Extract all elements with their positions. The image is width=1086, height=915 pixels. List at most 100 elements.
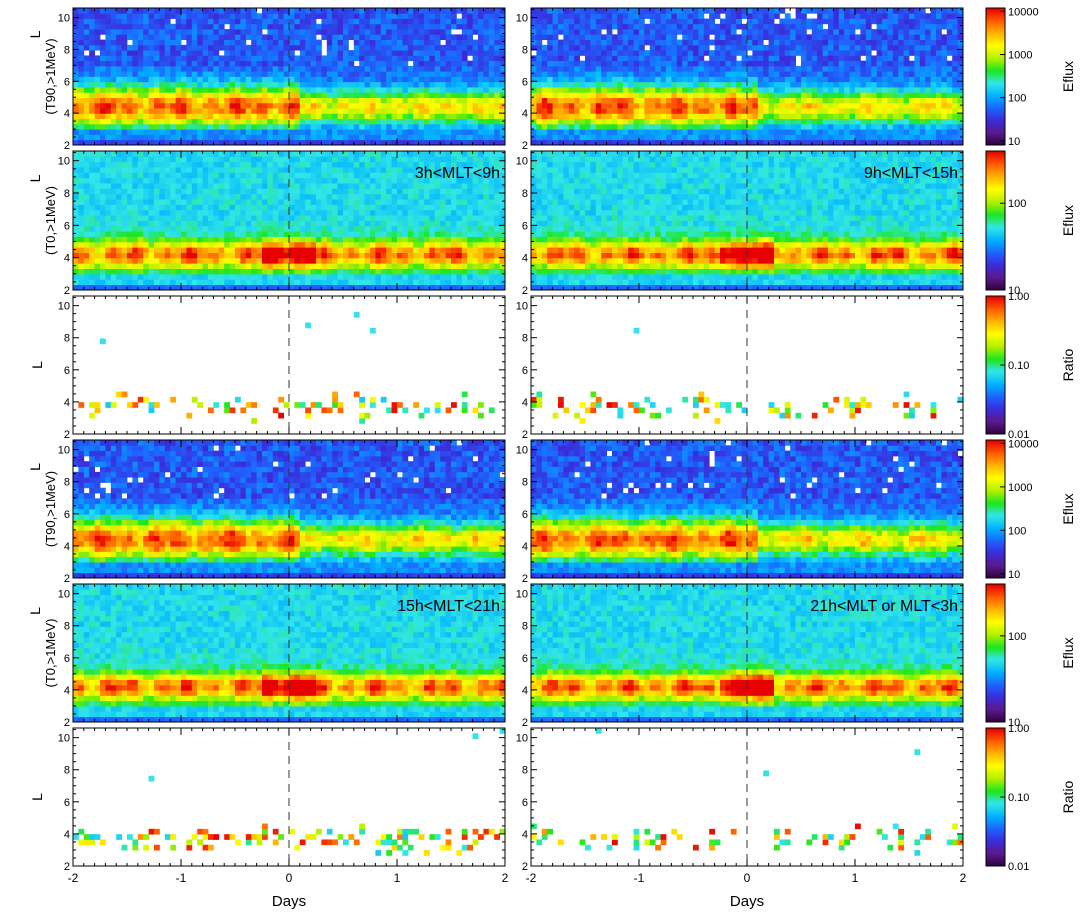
heatmap-cell <box>159 87 166 93</box>
heatmap-cell <box>89 151 95 157</box>
heatmap-cell <box>375 92 382 98</box>
heatmap-cell <box>574 102 580 109</box>
heatmap-cell <box>892 34 899 41</box>
heatmap-cell <box>191 172 198 179</box>
heatmap-cell <box>83 172 90 179</box>
heatmap-cell <box>568 118 575 125</box>
heatmap-cell <box>585 123 591 130</box>
heatmap-cell <box>714 29 721 35</box>
heatmap-cell <box>197 29 203 35</box>
heatmap-cell <box>478 29 484 35</box>
heatmap-cell <box>736 23 742 30</box>
heatmap-cell <box>89 65 95 72</box>
heatmap-cell <box>316 139 322 145</box>
heatmap-cell <box>413 87 419 93</box>
heatmap-cell <box>224 65 230 72</box>
heatmap-cell <box>887 108 894 114</box>
heatmap-cell <box>606 13 613 19</box>
heatmap-cell <box>100 134 106 141</box>
heatmap-cell <box>909 34 915 41</box>
heatmap-cell <box>310 129 317 135</box>
heatmap-cell <box>882 123 888 130</box>
heatmap-cell <box>849 44 856 51</box>
heatmap-cell <box>100 60 106 67</box>
heatmap-cell <box>903 44 910 51</box>
heatmap-cell <box>105 108 112 114</box>
heatmap-cell <box>164 247 171 253</box>
heatmap-cell <box>202 241 209 248</box>
heatmap-cell <box>316 8 322 14</box>
heatmap-cell <box>876 102 883 109</box>
heatmap-cell <box>143 29 149 35</box>
heatmap-cell <box>693 139 699 145</box>
heatmap-cell <box>687 13 694 19</box>
heatmap-cell <box>660 18 667 25</box>
heatmap-cell <box>720 23 726 30</box>
heatmap-cell <box>666 71 672 77</box>
heatmap-cell <box>568 71 575 77</box>
heatmap-cell <box>757 23 764 30</box>
heatmap-cell <box>456 55 463 62</box>
heatmap-cell <box>472 108 479 114</box>
heatmap-cell <box>790 39 796 46</box>
heatmap-cell <box>887 13 894 19</box>
heatmap-cell <box>941 65 948 72</box>
heatmap-cell <box>245 60 252 67</box>
heatmap-cell <box>116 18 122 25</box>
heatmap-cell <box>855 87 861 93</box>
heatmap-cell <box>229 44 236 51</box>
heatmap-cell <box>164 87 171 93</box>
heatmap-cell <box>795 92 802 98</box>
heatmap-cell <box>887 8 894 14</box>
heatmap-cell <box>299 102 306 109</box>
heatmap-cell <box>741 23 748 30</box>
heatmap-cell <box>676 8 683 14</box>
heatmap-cell <box>849 13 856 19</box>
heatmap-cell <box>752 87 759 93</box>
heatmap-cell <box>838 76 845 83</box>
heatmap-cell <box>687 97 694 104</box>
heatmap-cell <box>343 81 349 88</box>
heatmap-cell <box>121 209 128 216</box>
heatmap-cell <box>137 92 144 98</box>
heatmap-cell <box>440 8 446 14</box>
heatmap-cell <box>451 39 457 46</box>
heatmap-cell <box>413 81 419 88</box>
heatmap-cell <box>763 129 769 135</box>
heatmap-cell <box>202 92 209 98</box>
heatmap-cell <box>925 108 931 114</box>
heatmap-cell <box>316 92 322 98</box>
heatmap-cell <box>536 18 543 25</box>
heatmap-cell <box>887 123 894 130</box>
heatmap-cell <box>494 129 500 135</box>
heatmap-cell <box>541 97 548 104</box>
heatmap-cell <box>488 44 495 51</box>
heatmap-cell <box>326 118 333 125</box>
heatmap-cell <box>806 23 813 30</box>
heatmap-cell <box>294 55 301 62</box>
heatmap-cell <box>353 87 360 93</box>
heatmap-cell <box>536 123 543 130</box>
heatmap-cell <box>833 18 840 25</box>
heatmap-cell <box>137 60 144 67</box>
heatmap-cell <box>159 236 166 243</box>
heatmap-cell <box>148 273 155 280</box>
heatmap-cell <box>407 65 414 72</box>
heatmap-cell <box>946 102 953 109</box>
heatmap-cell <box>801 34 807 41</box>
heatmap-cell <box>494 108 500 114</box>
heatmap-cell <box>78 13 85 19</box>
heatmap-cell <box>676 129 683 135</box>
heatmap-cell <box>164 97 171 104</box>
heatmap-cell <box>633 118 640 125</box>
heatmap-cell <box>154 172 160 179</box>
heatmap-cell <box>909 18 915 25</box>
heatmap-cell <box>892 102 899 109</box>
heatmap-cell <box>197 71 203 77</box>
heatmap-cell <box>622 118 629 125</box>
heatmap-cell <box>828 129 834 135</box>
heatmap-cell <box>585 44 591 51</box>
heatmap-cell <box>822 18 829 25</box>
heatmap-cell <box>359 81 365 88</box>
heatmap-cell <box>865 13 872 19</box>
